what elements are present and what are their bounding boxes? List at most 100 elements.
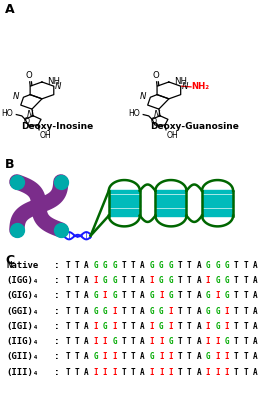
Text: G: G [150,291,154,300]
Text: Deoxy-Inosine: Deoxy-Inosine [21,122,93,130]
Text: T: T [187,291,192,300]
Bar [202,199,233,202]
Text: T: T [75,276,80,285]
Text: (GII)₄: (GII)₄ [6,352,39,361]
Text: :: : [55,276,59,285]
Text: T: T [243,352,248,361]
Bar [109,208,140,212]
Text: O: O [153,72,159,80]
Text: G: G [159,306,164,316]
Text: A: A [140,322,145,331]
Text: T: T [243,261,248,270]
Text: T: T [178,261,182,270]
Text: G: G [93,352,98,361]
Text: T: T [234,368,239,376]
Text: OH: OH [167,131,178,140]
Text: B: B [5,158,15,171]
Text: I: I [168,322,173,331]
Bar [109,204,140,207]
Text: T: T [121,291,126,300]
Text: T: T [66,291,70,300]
Text: N: N [182,82,188,91]
Text: T: T [187,322,192,331]
Text: I: I [215,337,220,346]
Text: A: A [84,306,89,316]
Text: HO: HO [128,109,140,118]
Text: (IGG)₄: (IGG)₄ [6,276,39,285]
Text: T: T [234,352,239,361]
Text: G: G [93,261,98,270]
Text: :: : [55,291,59,300]
Text: T: T [234,337,239,346]
Text: :: : [55,368,59,376]
Bar [155,208,186,212]
Text: N: N [27,110,33,119]
Text: I: I [150,337,154,346]
Text: A: A [196,352,201,361]
Text: G: G [159,276,164,285]
Text: I: I [206,337,210,346]
Bar [155,190,186,193]
Text: T: T [121,368,126,376]
Text: T: T [243,291,248,300]
Text: G: G [150,306,154,316]
Text: I: I [112,306,117,316]
Text: T: T [121,306,126,316]
Text: I: I [225,322,229,331]
Text: I: I [150,322,154,331]
Text: G: G [225,337,229,346]
Text: G: G [159,261,164,270]
Text: I: I [103,337,107,346]
Text: T: T [66,322,70,331]
Text: T: T [131,337,135,346]
Text: (GIG)₄: (GIG)₄ [6,291,39,300]
Text: (IGI)₄: (IGI)₄ [6,322,39,331]
Text: A: A [5,3,15,16]
Text: A: A [196,261,201,270]
Text: T: T [75,306,80,316]
Text: I: I [150,276,154,285]
Text: T: T [66,352,70,361]
Text: G: G [150,352,154,361]
Text: I: I [93,337,98,346]
Text: T: T [75,291,80,300]
Text: A: A [140,291,145,300]
Text: T: T [121,261,126,270]
Bar [202,208,233,212]
Text: I: I [206,276,210,285]
Text: A: A [253,322,257,331]
Text: G: G [103,322,107,331]
Text: A: A [140,352,145,361]
Text: G: G [168,261,173,270]
Bar [109,213,140,216]
Text: I: I [103,291,107,300]
Bar [109,190,140,193]
Text: G: G [215,322,220,331]
Text: A: A [140,368,145,376]
Bar [155,204,186,207]
Text: I: I [103,352,107,361]
Text: T: T [131,261,135,270]
Text: Native: Native [6,261,39,270]
Bar [202,204,233,207]
Text: Deoxy-Guanosine: Deoxy-Guanosine [150,122,239,130]
Text: T: T [178,337,182,346]
Text: A: A [253,337,257,346]
Text: N: N [139,92,146,101]
Text: T: T [187,352,192,361]
Text: G: G [112,291,117,300]
Text: G: G [159,322,164,331]
Text: NH: NH [47,77,60,86]
Text: T: T [121,352,126,361]
Text: I: I [168,352,173,361]
Text: T: T [243,368,248,376]
Text: G: G [225,276,229,285]
Text: T: T [187,337,192,346]
Text: G: G [103,276,107,285]
Text: T: T [131,352,135,361]
Text: T: T [131,306,135,316]
Text: G: G [112,261,117,270]
Text: T: T [187,306,192,316]
Bar [155,199,186,202]
Text: NH₂: NH₂ [192,82,210,91]
